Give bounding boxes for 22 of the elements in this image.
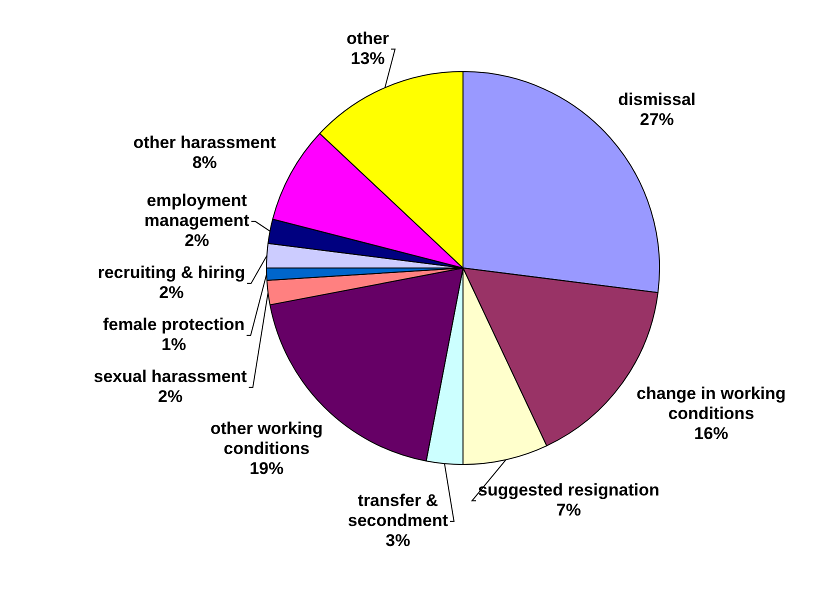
- data-label: 2%: [158, 387, 183, 406]
- data-label: 8%: [192, 152, 217, 172]
- slice-label: female protection: [102, 315, 245, 334]
- data-label: 13%: [350, 48, 385, 68]
- slice-label: employment management: [144, 191, 250, 230]
- slice-label: other: [346, 28, 390, 48]
- data-label: 7%: [556, 500, 581, 520]
- data-label: 2%: [184, 231, 210, 250]
- data-label: 2%: [159, 283, 184, 302]
- slice-label: other working conditions: [210, 419, 323, 458]
- slice-label: other harassment: [133, 132, 276, 152]
- slice-label: change in working conditions: [636, 384, 786, 423]
- slice-label: transfer & secondment: [348, 491, 448, 530]
- slice-label: suggested resignation: [478, 480, 660, 500]
- data-label: 3%: [386, 531, 410, 550]
- data-label: 16%: [694, 424, 728, 443]
- slice-label: recruiting & hiring: [98, 263, 246, 282]
- data-label: 1%: [162, 335, 186, 354]
- slice-label: sexual harassment: [94, 367, 248, 386]
- data-label: 27%: [640, 110, 674, 129]
- slice-label: dismissal: [618, 90, 696, 109]
- data-label: 19%: [250, 459, 284, 478]
